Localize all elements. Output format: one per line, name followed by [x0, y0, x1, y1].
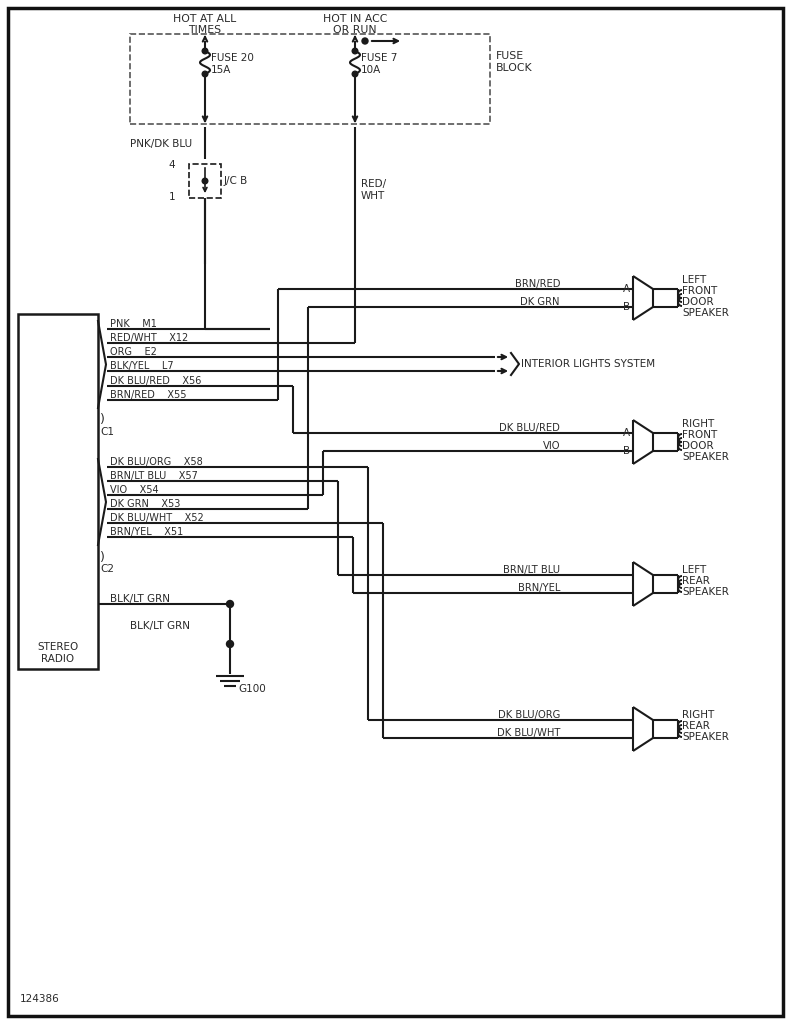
Text: PNK    M1: PNK M1 [110, 319, 157, 329]
Text: DK GRN: DK GRN [520, 297, 560, 307]
Circle shape [362, 38, 368, 44]
Circle shape [226, 600, 233, 607]
Text: HOT AT ALL: HOT AT ALL [173, 14, 237, 24]
Text: DK BLU/WHT    X52: DK BLU/WHT X52 [110, 513, 204, 523]
Text: BLK/LT GRN: BLK/LT GRN [110, 594, 170, 604]
Text: VIO    X54: VIO X54 [110, 485, 159, 495]
Text: DK BLU/RED    X56: DK BLU/RED X56 [110, 376, 202, 386]
Text: A: A [623, 284, 630, 294]
Text: BRN/LT BLU    X57: BRN/LT BLU X57 [110, 471, 198, 481]
Text: STEREO: STEREO [37, 642, 78, 652]
Text: FUSE: FUSE [496, 51, 524, 61]
Text: REAR: REAR [682, 721, 710, 731]
Text: BLK/YEL    L7: BLK/YEL L7 [110, 361, 174, 371]
Text: FRONT: FRONT [682, 286, 717, 296]
Text: C1: C1 [100, 427, 114, 437]
Circle shape [202, 178, 208, 183]
Bar [130, 34, 490, 124]
Text: RADIO: RADIO [41, 654, 74, 664]
Text: DK BLU/WHT: DK BLU/WHT [497, 728, 560, 738]
Text: BRN/YEL: BRN/YEL [517, 583, 560, 593]
Text: 4: 4 [168, 160, 175, 170]
Text: OR RUN: OR RUN [333, 25, 377, 35]
Text: PNK/DK BLU: PNK/DK BLU [130, 139, 192, 150]
Text: REAR: REAR [682, 575, 710, 586]
Text: 1: 1 [168, 193, 175, 202]
Text: RED/: RED/ [361, 179, 386, 189]
Text: SPEAKER: SPEAKER [682, 308, 729, 318]
Circle shape [352, 48, 358, 54]
Text: SPEAKER: SPEAKER [682, 452, 729, 462]
Text: BRN/RED    X55: BRN/RED X55 [110, 390, 187, 400]
Text: BRN/RED: BRN/RED [514, 279, 560, 289]
Text: DK GRN    X53: DK GRN X53 [110, 499, 180, 509]
Text: DK BLU/ORG: DK BLU/ORG [498, 710, 560, 720]
Text: LEFT: LEFT [682, 565, 706, 575]
Text: FRONT: FRONT [682, 430, 717, 440]
Text: 15A: 15A [211, 65, 232, 75]
Text: RIGHT: RIGHT [682, 419, 714, 429]
Text: BRN/YEL    X51: BRN/YEL X51 [110, 527, 184, 537]
Text: DK BLU/RED: DK BLU/RED [499, 423, 560, 433]
Text: ): ) [100, 551, 105, 563]
Text: BRN/LT BLU: BRN/LT BLU [503, 565, 560, 575]
Text: BLK/LT GRN: BLK/LT GRN [130, 621, 190, 631]
Text: VIO: VIO [543, 441, 560, 451]
Circle shape [202, 72, 208, 77]
Text: BLOCK: BLOCK [496, 63, 532, 73]
Text: RIGHT: RIGHT [682, 710, 714, 720]
Text: FUSE 7: FUSE 7 [361, 53, 397, 63]
Circle shape [226, 640, 233, 647]
Circle shape [202, 48, 208, 54]
Text: DOOR: DOOR [682, 441, 713, 451]
Text: 124386: 124386 [20, 994, 60, 1004]
Text: DK BLU/ORG    X58: DK BLU/ORG X58 [110, 457, 202, 467]
Text: INTERIOR LIGHTS SYSTEM: INTERIOR LIGHTS SYSTEM [521, 359, 655, 369]
Text: LEFT: LEFT [682, 275, 706, 285]
Text: DOOR: DOOR [682, 297, 713, 307]
Text: HOT IN ACC: HOT IN ACC [323, 14, 387, 24]
Text: B: B [623, 302, 630, 312]
Text: G100: G100 [238, 684, 266, 694]
Text: ): ) [100, 414, 105, 427]
Bar [18, 314, 98, 669]
Text: 10A: 10A [361, 65, 381, 75]
Text: B: B [623, 446, 630, 456]
Text: ORG    E2: ORG E2 [110, 347, 157, 357]
Circle shape [352, 72, 358, 77]
Text: C2: C2 [100, 564, 114, 574]
Bar [189, 164, 221, 198]
Text: RED/WHT    X12: RED/WHT X12 [110, 333, 188, 343]
Text: J/C B: J/C B [224, 176, 248, 186]
Text: SPEAKER: SPEAKER [682, 587, 729, 597]
Text: FUSE 20: FUSE 20 [211, 53, 254, 63]
Text: TIMES: TIMES [188, 25, 221, 35]
Text: WHT: WHT [361, 191, 385, 201]
Text: SPEAKER: SPEAKER [682, 732, 729, 742]
Text: A: A [623, 428, 630, 438]
